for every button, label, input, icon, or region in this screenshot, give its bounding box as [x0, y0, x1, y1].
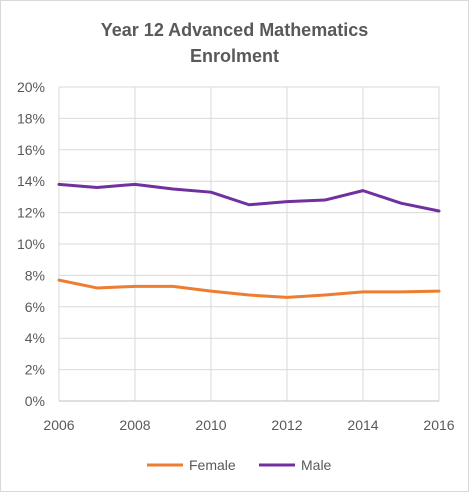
series-line-male [57, 182, 441, 213]
x-tick-label: 2010 [195, 417, 226, 433]
series-lines [57, 182, 441, 299]
y-tick-label: 20% [17, 79, 45, 95]
y-tick-label: 2% [25, 362, 45, 378]
y-tick-label: 10% [17, 236, 45, 252]
x-tick-label: 2008 [119, 417, 150, 433]
chart-title-line-2: Enrolment [189, 46, 279, 66]
y-tick-label: 0% [25, 393, 45, 409]
y-tick-label: 4% [25, 330, 45, 346]
gridlines [58, 86, 440, 401]
legend: Female Male [147, 457, 332, 473]
y-tick-label: 16% [17, 142, 45, 158]
x-tick-label: 2006 [43, 417, 74, 433]
y-axis-tick-labels: 0% 2% 4% 6% 8% 10% 12% 14% 16% 18% 20% [17, 79, 45, 409]
legend-label-male: Male [301, 457, 332, 473]
y-tick-label: 6% [25, 299, 45, 315]
legend-label-female: Female [189, 457, 236, 473]
series-line-female [57, 278, 441, 299]
x-tick-label: 2016 [423, 417, 454, 433]
x-tick-label: 2012 [271, 417, 302, 433]
x-tick-label: 2014 [347, 417, 378, 433]
y-tick-label: 8% [25, 267, 45, 283]
y-tick-label: 12% [17, 205, 45, 221]
y-tick-label: 14% [17, 173, 45, 189]
x-axis-tick-labels: 2006 2008 2010 2012 2014 2016 [43, 417, 454, 433]
chart-title: Year 12 Advanced Mathematics Enrolment [1, 17, 468, 69]
chart-title-line-1: Year 12 Advanced Mathematics [100, 20, 369, 40]
y-tick-label: 18% [17, 110, 45, 126]
